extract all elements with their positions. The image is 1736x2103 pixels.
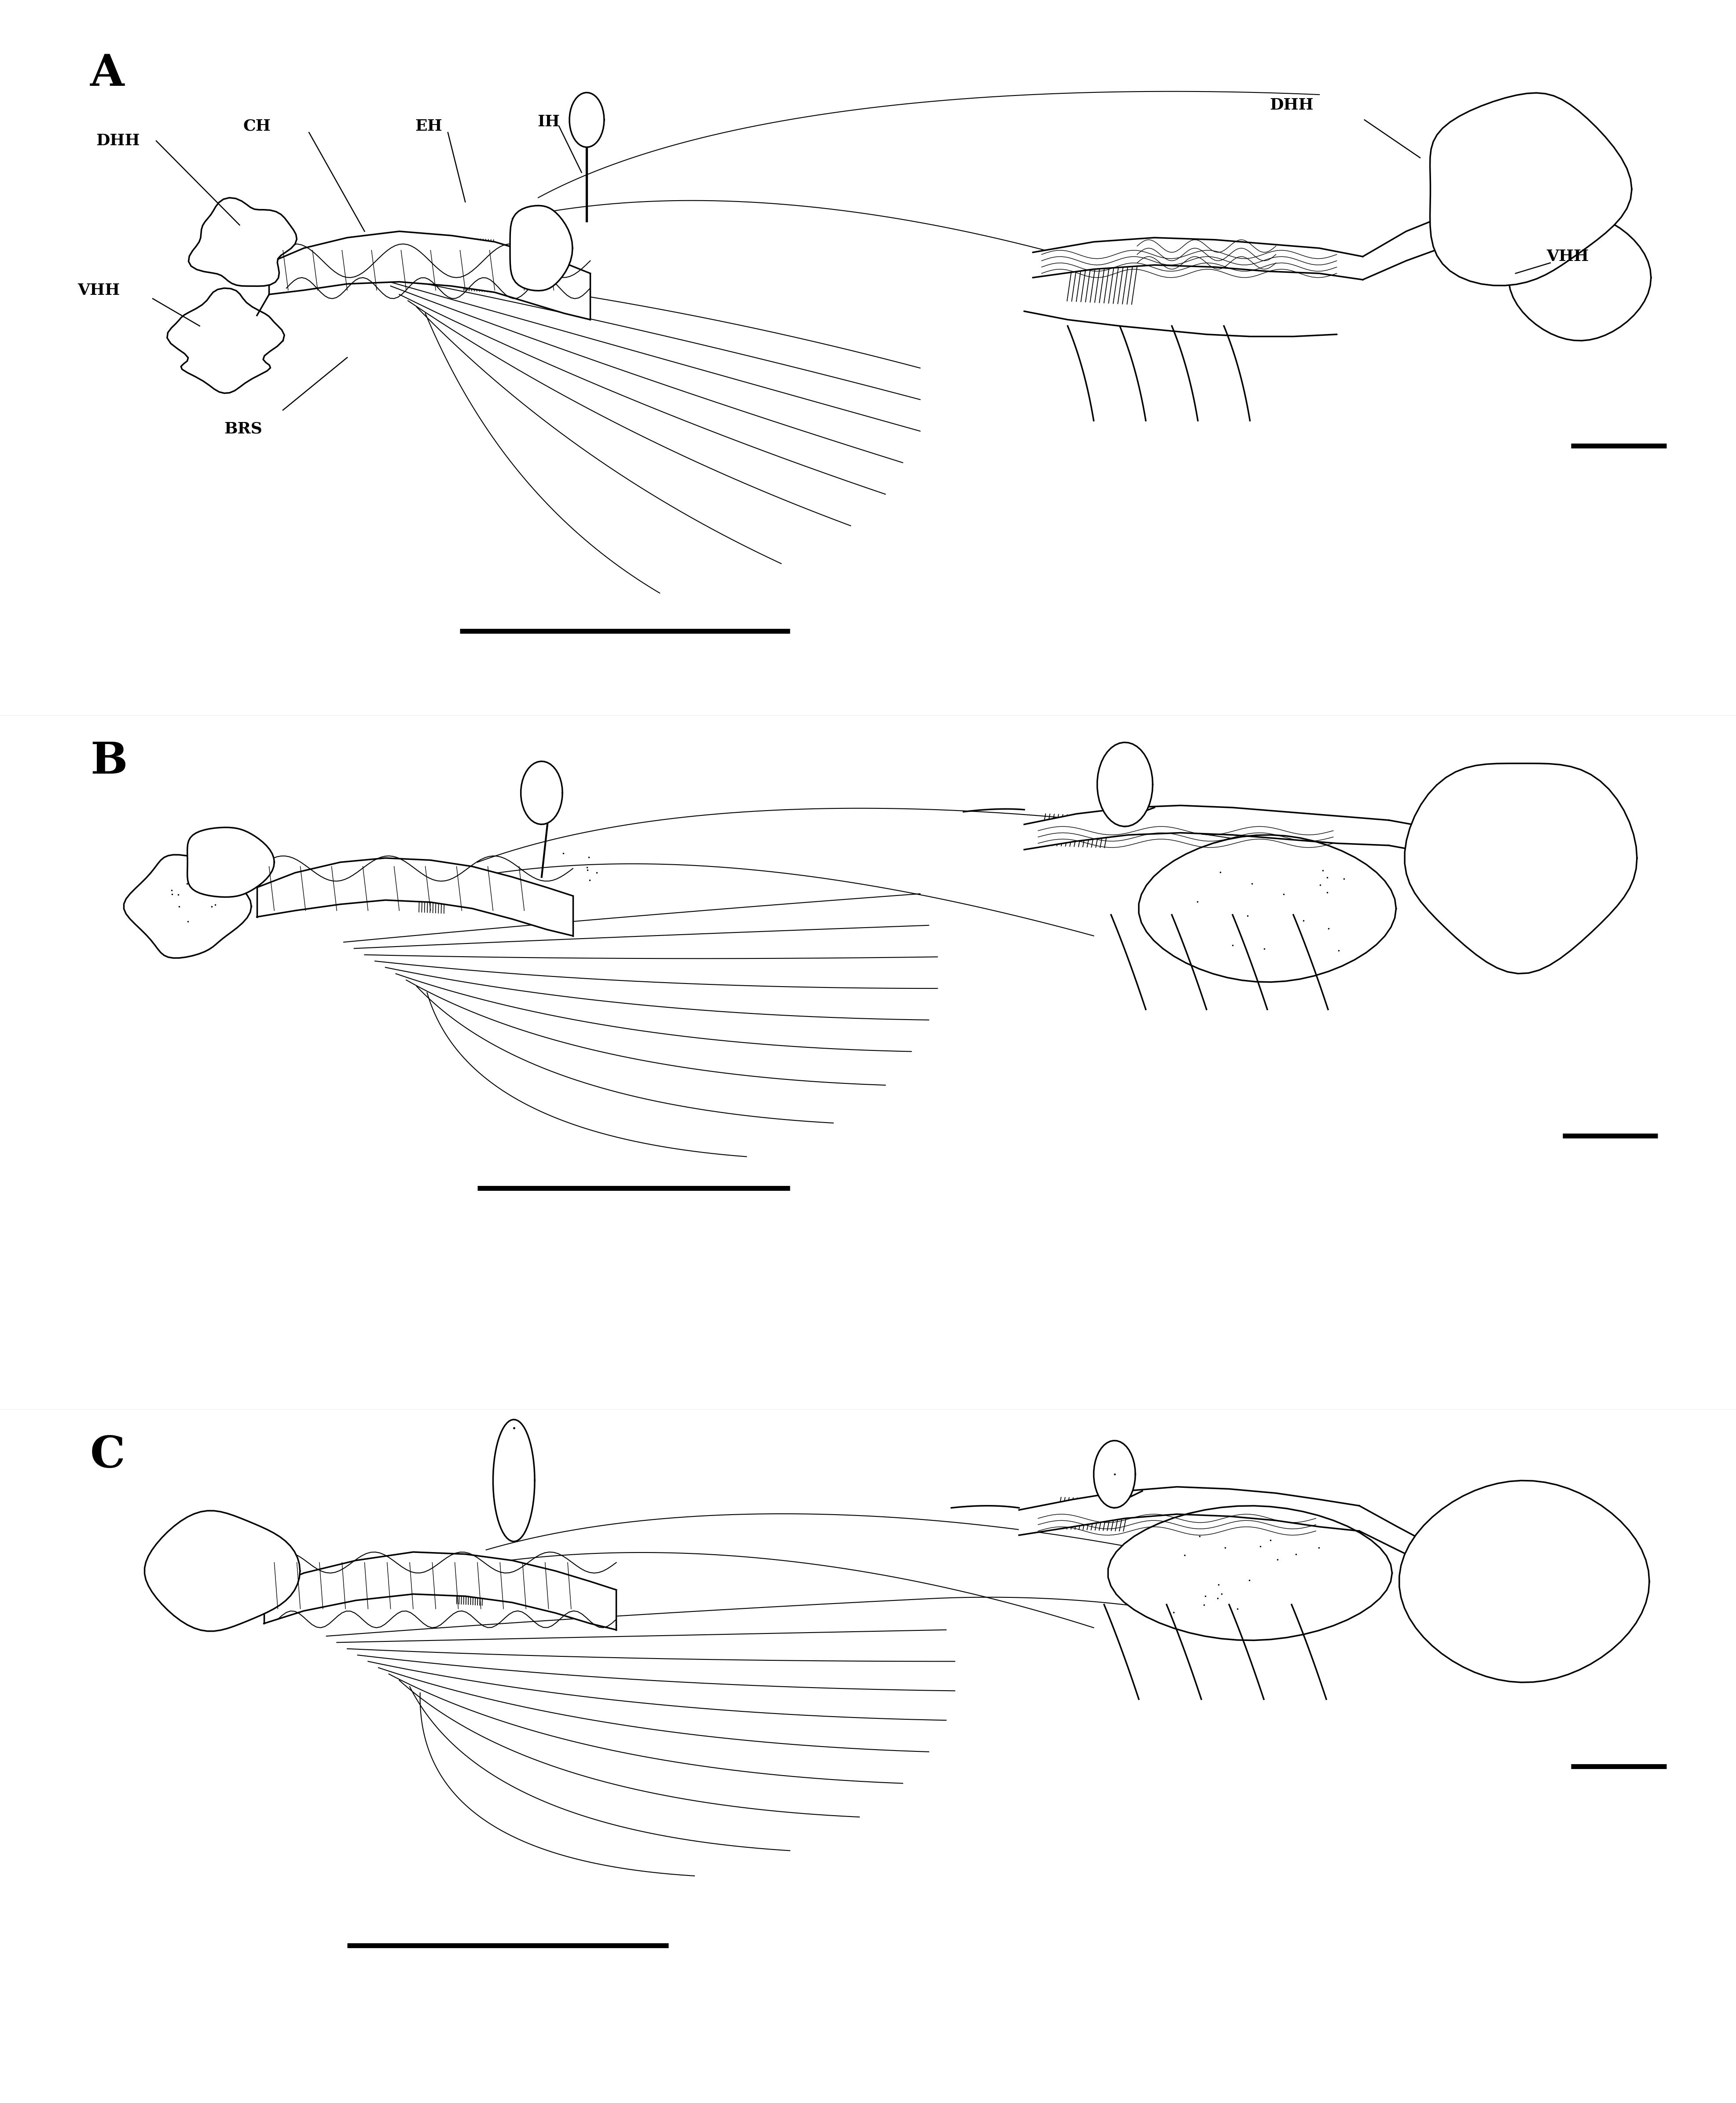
Polygon shape bbox=[569, 93, 604, 147]
Polygon shape bbox=[257, 858, 573, 936]
Text: DHH: DHH bbox=[95, 132, 141, 149]
Polygon shape bbox=[189, 198, 297, 286]
Polygon shape bbox=[187, 826, 274, 898]
Polygon shape bbox=[269, 231, 590, 320]
Polygon shape bbox=[1097, 742, 1153, 826]
Polygon shape bbox=[510, 206, 573, 290]
Polygon shape bbox=[144, 1510, 300, 1632]
Text: VHH: VHH bbox=[1547, 248, 1588, 265]
Polygon shape bbox=[1399, 1481, 1649, 1682]
Polygon shape bbox=[1404, 763, 1637, 974]
Text: DHH: DHH bbox=[1269, 97, 1314, 114]
Polygon shape bbox=[1033, 238, 1363, 280]
Polygon shape bbox=[1108, 1506, 1392, 1640]
Polygon shape bbox=[1024, 805, 1389, 850]
Text: B: B bbox=[90, 740, 127, 782]
Text: C: C bbox=[90, 1434, 125, 1476]
Polygon shape bbox=[264, 1552, 616, 1630]
Text: CH: CH bbox=[243, 118, 271, 135]
Polygon shape bbox=[1139, 835, 1396, 982]
Polygon shape bbox=[521, 761, 562, 824]
Text: VHH: VHH bbox=[78, 282, 120, 299]
Text: EH: EH bbox=[415, 118, 443, 135]
Polygon shape bbox=[1019, 1487, 1359, 1535]
Text: IH: IH bbox=[538, 114, 559, 130]
Polygon shape bbox=[1094, 1441, 1135, 1508]
Polygon shape bbox=[493, 1420, 535, 1541]
Polygon shape bbox=[1509, 215, 1651, 341]
Text: A: A bbox=[90, 53, 125, 95]
Polygon shape bbox=[123, 854, 252, 959]
Polygon shape bbox=[1430, 93, 1632, 286]
Polygon shape bbox=[167, 288, 285, 393]
Text: BRS: BRS bbox=[224, 421, 262, 437]
